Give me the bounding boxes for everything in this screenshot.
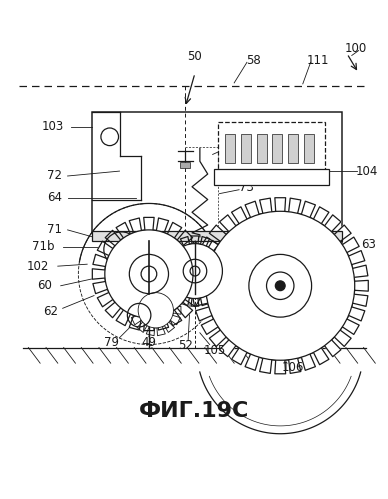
Polygon shape [192, 198, 368, 374]
Circle shape [168, 244, 222, 298]
Circle shape [105, 230, 193, 318]
Text: 111: 111 [306, 54, 329, 67]
Text: 49: 49 [141, 336, 156, 349]
Bar [218, 122, 325, 171]
Bar [272, 134, 282, 163]
Text: 64: 64 [47, 191, 62, 204]
Text: 105: 105 [203, 344, 226, 357]
Bar [288, 134, 298, 163]
Polygon shape [160, 236, 230, 306]
Circle shape [138, 292, 173, 328]
Text: 52: 52 [178, 339, 192, 352]
Text: 63: 63 [361, 238, 376, 251]
Bar [92, 112, 342, 293]
Circle shape [206, 211, 355, 360]
Bar [241, 134, 251, 163]
Circle shape [78, 204, 220, 345]
Text: ФИГ.19С: ФИГ.19С [139, 401, 249, 421]
Bar [92, 231, 342, 241]
Text: 72: 72 [47, 170, 62, 183]
Text: 79: 79 [104, 336, 119, 349]
Bar [304, 134, 314, 163]
Text: 73b: 73b [240, 165, 262, 178]
Text: 71: 71 [47, 224, 62, 237]
Bar [257, 134, 267, 163]
Text: 106: 106 [282, 361, 304, 374]
Text: 100: 100 [344, 42, 367, 55]
Bar [214, 169, 329, 185]
Text: 103: 103 [42, 120, 64, 134]
Bar [180, 162, 190, 168]
Text: 60: 60 [38, 279, 52, 292]
Text: 62: 62 [43, 305, 59, 318]
Text: 102: 102 [27, 259, 49, 272]
Text: 71b: 71b [32, 240, 54, 253]
Polygon shape [131, 285, 181, 336]
Bar [225, 134, 235, 163]
Text: 73: 73 [239, 181, 255, 194]
Circle shape [275, 281, 285, 290]
Text: 104: 104 [355, 165, 378, 178]
Text: 101: 101 [223, 142, 245, 155]
Polygon shape [92, 218, 206, 331]
Text: 58: 58 [246, 54, 261, 67]
Text: 50: 50 [188, 50, 203, 63]
